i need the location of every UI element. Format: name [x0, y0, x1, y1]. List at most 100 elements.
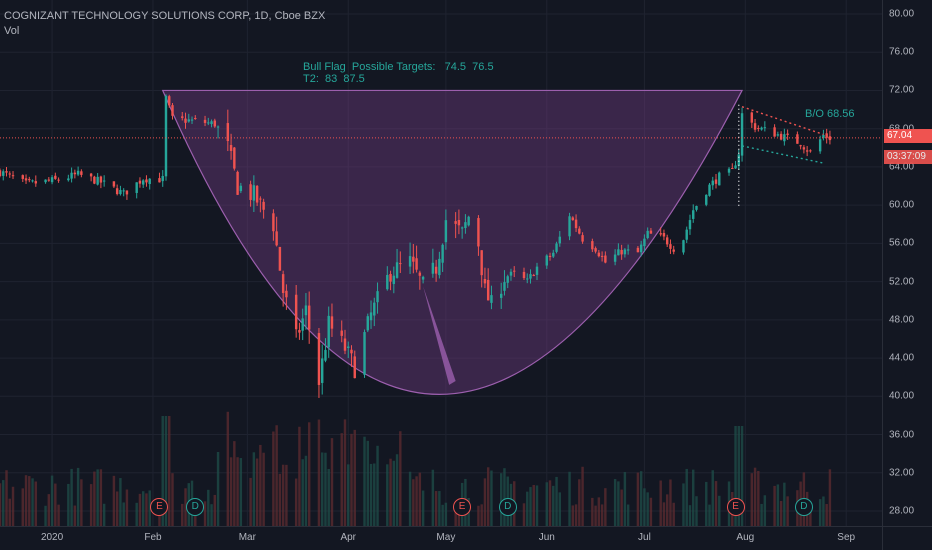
candle-body — [70, 172, 73, 179]
candle-body — [249, 184, 252, 200]
candle-body — [763, 127, 767, 129]
volume-bar — [444, 502, 448, 526]
candle-body — [555, 243, 558, 252]
volume-bar — [662, 502, 666, 526]
candle-body — [438, 258, 441, 276]
dividend-event-icon[interactable]: D — [498, 498, 517, 516]
candle-body — [499, 293, 503, 298]
candle-body — [571, 217, 575, 221]
cup-bottom-arrow — [423, 286, 456, 385]
candle-body — [102, 180, 106, 182]
candle-body — [343, 338, 347, 351]
dividend-event-icon[interactable]: D — [794, 498, 813, 516]
candle-body — [57, 179, 60, 181]
volume-bar — [31, 478, 34, 526]
volume-bar — [412, 479, 415, 526]
volume-bar — [548, 480, 552, 526]
earnings-event-icon[interactable]: E — [453, 498, 472, 516]
volume-bar — [532, 484, 535, 526]
candle-body — [187, 119, 190, 122]
price-tick-label: 48.00 — [889, 314, 915, 326]
price-tick-label: 76.00 — [889, 46, 915, 58]
candle-body — [99, 176, 103, 183]
candle-body — [229, 145, 233, 151]
candle-body — [773, 127, 776, 137]
candle-body — [418, 272, 422, 276]
cup-pattern — [161, 89, 744, 395]
candle-body — [31, 180, 34, 182]
volume-bar — [753, 467, 757, 526]
candle-body — [786, 133, 789, 135]
candle-body — [392, 275, 396, 284]
earnings-event-icon[interactable]: E — [150, 498, 169, 516]
candle-body — [597, 252, 601, 257]
candle-body — [649, 230, 653, 234]
volume-bar — [734, 426, 737, 526]
volume-bar — [57, 504, 60, 526]
candle-body — [799, 145, 802, 147]
volume-bar — [825, 504, 828, 526]
price-tick-label: 64.00 — [889, 161, 915, 173]
candle-body — [386, 274, 389, 290]
candle-body — [669, 244, 672, 249]
price-tick-label: 32.00 — [889, 467, 915, 479]
candle-body — [483, 278, 487, 284]
volume-bar — [643, 488, 646, 526]
earnings-event-icon[interactable]: E — [726, 498, 745, 516]
flag-lower-line — [741, 145, 824, 164]
volume-bar — [330, 438, 334, 526]
volume-bar — [574, 504, 578, 526]
candle-body — [532, 275, 535, 277]
volume-legend: Vol — [4, 25, 20, 37]
time-tick-label: Jun — [538, 532, 555, 543]
candle-body — [122, 190, 125, 192]
candle-body — [822, 134, 825, 138]
candle-body — [115, 188, 119, 195]
candle-body — [408, 256, 412, 267]
volume-bar — [626, 504, 630, 526]
dividend-event-icon[interactable]: D — [186, 498, 205, 516]
candle-body — [135, 182, 138, 193]
price-tick-label: 28.00 — [889, 505, 915, 517]
candle-body — [216, 126, 220, 128]
volume-bar — [545, 482, 548, 526]
volume-bar — [578, 479, 581, 526]
volume-bar — [555, 476, 558, 526]
volume-bar — [369, 463, 373, 526]
candle-body — [11, 175, 15, 177]
candle-body — [5, 171, 8, 173]
candle-body — [711, 180, 714, 186]
candle-body — [340, 330, 343, 336]
symbol-title: COGNIZANT TECHNOLOGY SOLUTIONS CORP, 1D,… — [4, 10, 326, 22]
candle-body — [672, 249, 675, 252]
candle-body — [467, 216, 470, 226]
candle-body — [24, 178, 28, 181]
candle-body — [513, 270, 516, 272]
volume-bar — [2, 480, 5, 526]
volume-bar — [669, 479, 672, 526]
candle-body — [44, 179, 47, 183]
candle-body — [190, 119, 194, 121]
cup-shape — [161, 89, 744, 395]
candle-body — [171, 105, 174, 116]
volume-bar — [571, 505, 575, 526]
volume-bar — [76, 467, 80, 526]
candle-body — [76, 170, 80, 175]
candle-body — [50, 177, 54, 183]
volume-bar — [115, 491, 119, 526]
volume-bar — [259, 444, 262, 526]
candle-body — [213, 120, 217, 127]
volume-bar — [392, 460, 396, 526]
candle-body — [568, 216, 571, 237]
volume-bar — [438, 491, 441, 526]
candle-body — [272, 213, 275, 232]
candle-body — [181, 116, 184, 118]
volume-bar — [272, 431, 275, 526]
volume-bar — [809, 501, 812, 526]
volume-bar — [737, 426, 741, 526]
candle-body — [480, 250, 483, 276]
candle-body — [783, 134, 786, 142]
candle-body — [529, 274, 532, 279]
candle-body — [412, 256, 415, 262]
